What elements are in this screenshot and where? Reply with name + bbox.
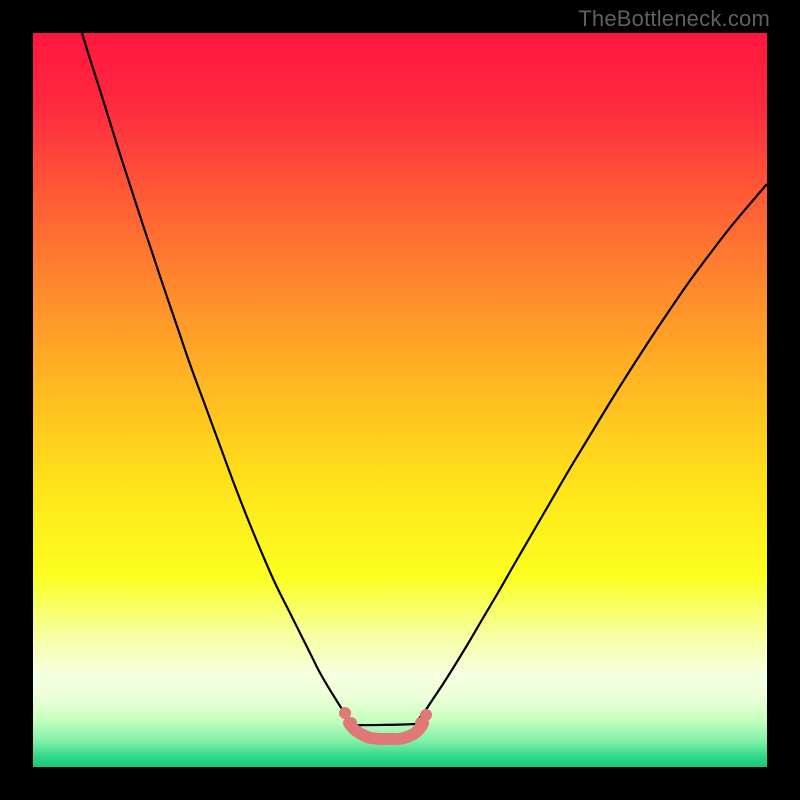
optimal-range-marker — [420, 709, 432, 721]
watermark-label: TheBottleneck.com — [578, 6, 770, 32]
bottleneck-curve — [82, 33, 767, 725]
optimal-range-marker — [339, 707, 351, 719]
optimal-range-marker — [345, 717, 357, 729]
plot-area — [33, 33, 767, 767]
curve-overlay — [33, 33, 767, 767]
